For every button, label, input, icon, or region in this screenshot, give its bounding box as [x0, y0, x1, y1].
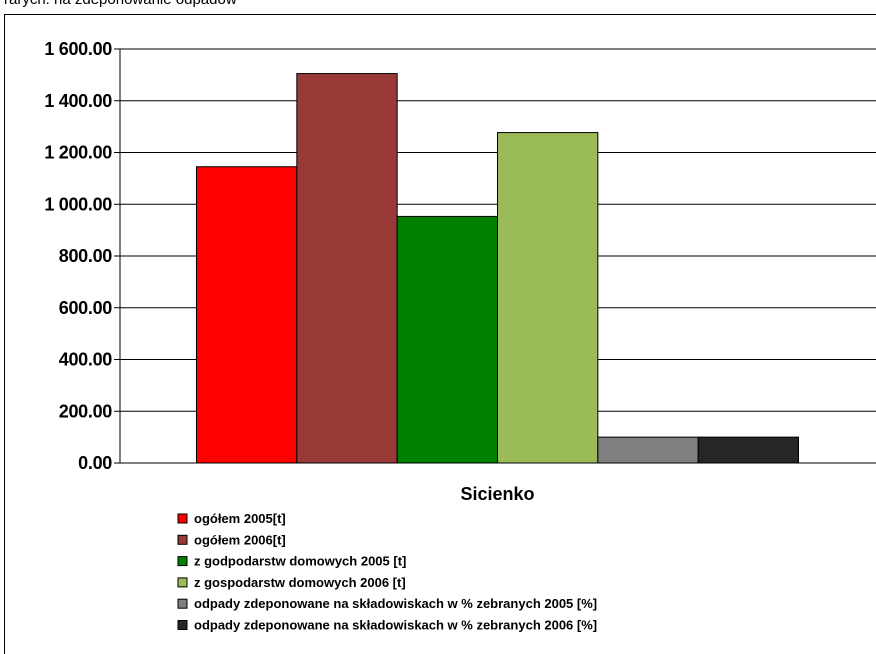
legend-swatch — [177, 556, 188, 567]
legend: ogółem 2005[t] ogółem 2006[t] z godpodarst… — [177, 511, 597, 633]
chart-frame — [4, 14, 876, 654]
y-tick-label: 0.00 — [78, 453, 112, 473]
bar-4 — [497, 132, 599, 464]
header-text: rarych: na zdeponowanie odpadów — [4, 0, 237, 8]
legend-label: odpady zdeponowane na składowiskach w % … — [194, 618, 597, 633]
legend-swatch — [177, 598, 188, 609]
legend-label: z godpodarstw domowych 2005 [t] — [194, 554, 406, 569]
y-axis-tick-labels: 0.00 200.00 400.00 600.00 800.00 1 000.00 1 20… — [44, 39, 112, 473]
y-tick-label: 1 200.00 — [44, 143, 112, 163]
bar-1 — [196, 166, 298, 464]
y-tick-label: 800.00 — [59, 246, 113, 266]
bar-2 — [296, 73, 398, 464]
y-tick-label: 600.00 — [59, 298, 113, 318]
y-tick-label: 1 000.00 — [44, 194, 112, 214]
legend-swatch — [177, 534, 188, 545]
category-label: Sicienko — [460, 484, 534, 504]
legend-label: odpady zdeponowane na składowiskach w % … — [194, 596, 597, 611]
bar-5 — [597, 436, 699, 464]
bar-6 — [697, 436, 800, 464]
category-labels: Sicienko — [460, 484, 534, 504]
y-tick-label: 400.00 — [59, 350, 113, 370]
legend-swatch — [177, 513, 188, 524]
y-tick-label: 200.00 — [59, 401, 113, 421]
legend-label: z gospodarstw domowych 2006 [t] — [194, 575, 406, 590]
legend-label: ogółem 2006[t] — [194, 532, 286, 547]
bars — [196, 73, 800, 464]
legend-swatch — [177, 620, 188, 630]
legend-swatch — [177, 577, 188, 588]
y-tick-label: 1 600.00 — [44, 39, 112, 59]
y-tick-label: 1 400.00 — [44, 91, 112, 111]
legend-label: ogółem 2005[t] — [194, 511, 286, 526]
bar-3 — [396, 215, 498, 464]
